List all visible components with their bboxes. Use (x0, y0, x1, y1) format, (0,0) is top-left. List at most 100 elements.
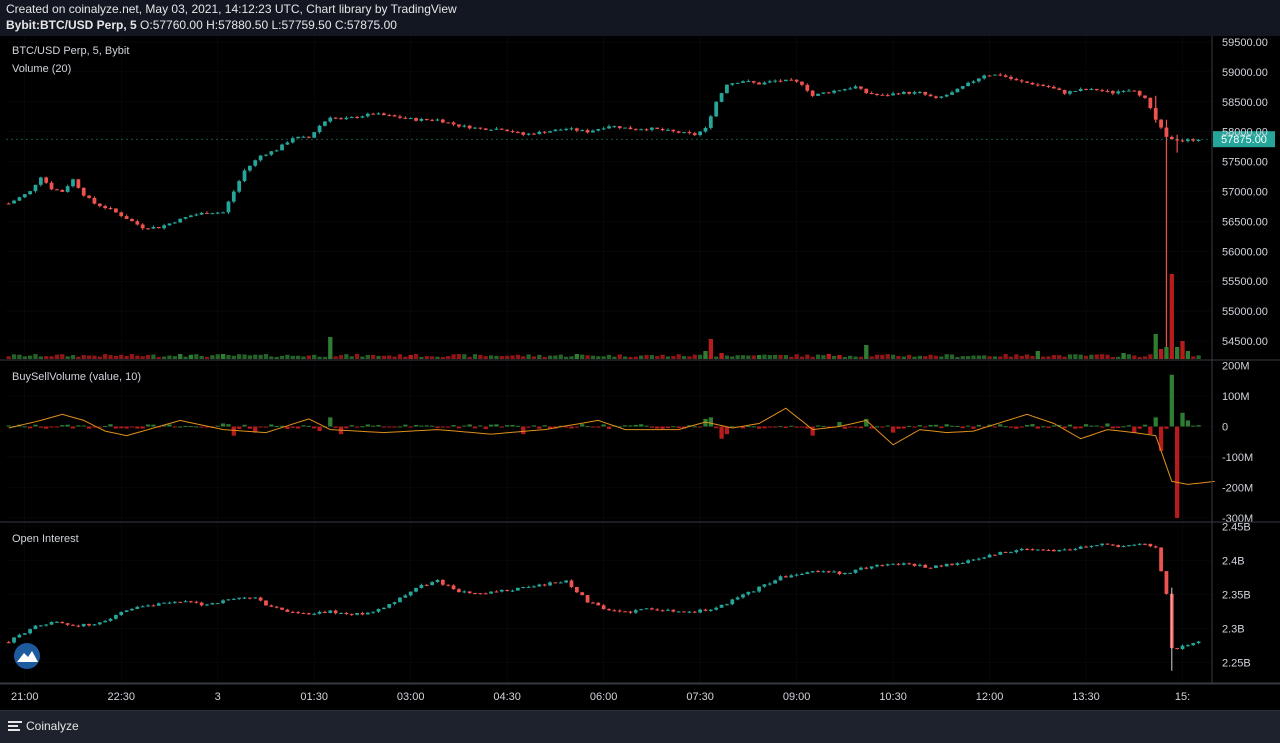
oi-candle-body (934, 565, 938, 569)
price-candle-body (800, 81, 804, 85)
price-candle-body (435, 119, 440, 121)
buysell-bar (837, 421, 842, 427)
buysell-bar (70, 426, 76, 429)
buysell-bar (606, 426, 612, 429)
price-candle-body (317, 125, 322, 133)
price-candle-body (1191, 139, 1196, 141)
buysell-bar (1153, 417, 1158, 427)
coinalyze-logo[interactable] (14, 643, 40, 669)
oi-candle-body (382, 607, 386, 610)
buysell-bar (982, 426, 987, 428)
open-interest-pane[interactable] (6, 542, 1201, 671)
volume-bar (76, 356, 81, 359)
oi-candle-body (1009, 552, 1013, 554)
buysell-bar (628, 425, 633, 427)
chart-canvas[interactable]: 57875.00 59500.00 59000.00 58500.00 58000.0… (0, 36, 1280, 710)
buysell-bar (665, 426, 671, 429)
volume-bar (933, 355, 939, 359)
volume-bar (70, 355, 76, 359)
price-candle-body (414, 118, 418, 121)
buysell-bar (1094, 425, 1099, 427)
x-tick-label: 13:30 (1072, 691, 1100, 703)
volume-spike-bar (1169, 274, 1174, 359)
price-candle-body (226, 201, 231, 213)
oi-candle-body (17, 634, 22, 638)
buysell-bar (542, 425, 547, 427)
axes[interactable]: 59500.00 59000.00 58500.00 58000.00 57500.00… (0, 36, 1280, 703)
price-candle-body (55, 189, 59, 191)
buysell-pane[interactable] (6, 374, 1215, 518)
buysell-bar (697, 426, 703, 428)
volume-bar (778, 354, 783, 359)
x-tick-label: 22:30 (107, 691, 135, 703)
price-candle-body (1073, 90, 1078, 92)
oi-candle-body (231, 598, 236, 600)
volume-bar (1196, 355, 1201, 359)
volume-bar (451, 354, 456, 359)
oi-candle-body (1159, 547, 1163, 572)
oi-candle-body (655, 609, 660, 611)
oi-candle-body (869, 566, 874, 569)
buysell-bar (537, 426, 542, 429)
price-pane[interactable]: 57875.00 (6, 72, 1275, 359)
oi-candle-body (1019, 548, 1024, 551)
buysell-bar (1067, 424, 1073, 427)
buysell-bar (263, 426, 269, 428)
buysell-bar (140, 426, 145, 429)
volume-bar (944, 354, 949, 359)
volume-bar (1116, 356, 1121, 359)
volume-bar (982, 355, 987, 359)
price-candle-body (274, 150, 279, 152)
price-candle-body (38, 177, 43, 185)
price-candle-body (923, 91, 928, 95)
price-candle-body (1019, 80, 1024, 82)
oi-candle-body (987, 554, 992, 558)
oi-candle-body (178, 601, 183, 603)
oi-candle-body (692, 611, 697, 613)
volume-bar (92, 355, 97, 359)
buysell-bar (1142, 424, 1148, 427)
oi-candle-body (1110, 544, 1115, 546)
buysell-bar (76, 425, 81, 427)
x-tick-label: 03:00 (397, 691, 425, 703)
footer-brand-label: Coinalyze (26, 719, 79, 733)
price-candle-body (248, 165, 252, 171)
price-candle-body (966, 82, 970, 87)
volume-spike-bar (188, 355, 194, 359)
buysell-bar (960, 426, 965, 429)
oi-candle-body (333, 610, 338, 614)
price-candle-body (387, 115, 392, 117)
volume-spike-bar (220, 354, 226, 359)
buysell-bar (778, 426, 783, 428)
buysell-bar (692, 426, 697, 428)
price-candle-body (17, 197, 22, 201)
price-candle-body (1035, 84, 1040, 86)
volume-bar (263, 354, 269, 359)
volume-bar (387, 355, 392, 359)
buysell-bar (687, 425, 692, 427)
volume-bar (601, 356, 606, 359)
volume-bar (746, 355, 751, 359)
volume-bar (108, 355, 113, 359)
buysell-bar (279, 425, 285, 427)
price-candle-body (751, 81, 756, 83)
y-tick-label: 57500.00 (1222, 157, 1268, 169)
volume-bar (1062, 356, 1067, 359)
price-candle-body (237, 181, 242, 192)
last-price-tag[interactable] (1213, 131, 1275, 148)
buysell-bar (521, 426, 526, 435)
volume-spike-bar (1164, 347, 1169, 359)
buysell-bar (858, 426, 864, 429)
buysell-bar (660, 426, 665, 429)
buysell-bar (81, 425, 86, 427)
price-candle-body (285, 142, 290, 145)
volume-bar (885, 354, 890, 359)
oi-candle-body (735, 597, 740, 600)
volume-bar (462, 354, 467, 359)
y-tick-label: 2.45B (1222, 521, 1251, 533)
volume-bar (145, 354, 151, 359)
footer-brand[interactable]: Coinalyze (8, 719, 79, 733)
buysell-bar (869, 426, 874, 429)
buysell-bar (1014, 426, 1019, 429)
oi-candle-body (918, 564, 922, 566)
